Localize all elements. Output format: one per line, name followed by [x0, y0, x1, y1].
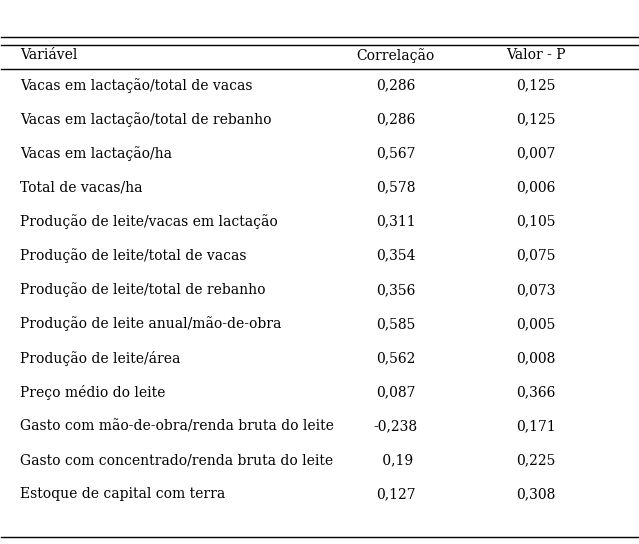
Text: 0,354: 0,354 — [376, 249, 415, 263]
Text: 0,311: 0,311 — [376, 215, 415, 228]
Text: 0,006: 0,006 — [516, 181, 555, 195]
Text: Gasto com mão-de-obra/renda bruta do leite: Gasto com mão-de-obra/renda bruta do lei… — [20, 419, 334, 433]
Text: 0,125: 0,125 — [516, 113, 555, 126]
Text: 0,127: 0,127 — [376, 487, 415, 502]
Text: 0,567: 0,567 — [376, 146, 415, 160]
Text: Produção de leite/vacas em lactação: Produção de leite/vacas em lactação — [20, 214, 278, 229]
Text: 0,19: 0,19 — [378, 453, 413, 467]
Text: 0,308: 0,308 — [516, 487, 555, 502]
Text: Preço médio do leite: Preço médio do leite — [20, 385, 166, 400]
Text: 0,105: 0,105 — [516, 215, 555, 228]
Text: 0,286: 0,286 — [376, 113, 415, 126]
Text: 0,007: 0,007 — [516, 146, 555, 160]
Text: Valor - P: Valor - P — [506, 48, 566, 62]
Text: Total de vacas/ha: Total de vacas/ha — [20, 181, 143, 195]
Text: -0,238: -0,238 — [374, 419, 418, 433]
Text: 0,585: 0,585 — [376, 317, 415, 331]
Text: Produção de leite anual/mão-de-obra: Produção de leite anual/mão-de-obra — [20, 317, 282, 331]
Text: 0,356: 0,356 — [376, 283, 415, 297]
Text: Produção de leite/total de rebanho: Produção de leite/total de rebanho — [20, 282, 266, 298]
Text: Correlação: Correlação — [357, 48, 435, 63]
Text: 0,073: 0,073 — [516, 283, 555, 297]
Text: Produção de leite/total de vacas: Produção de leite/total de vacas — [20, 248, 247, 263]
Text: 0,562: 0,562 — [376, 351, 415, 365]
Text: Gasto com concentrado/renda bruta do leite: Gasto com concentrado/renda bruta do lei… — [20, 453, 334, 467]
Text: Vacas em lactação/ha: Vacas em lactação/ha — [20, 146, 173, 161]
Text: 0,075: 0,075 — [516, 249, 555, 263]
Text: Variável: Variável — [20, 48, 78, 62]
Text: Produção de leite/área: Produção de leite/área — [20, 350, 181, 366]
Text: 0,125: 0,125 — [516, 78, 555, 92]
Text: 0,225: 0,225 — [516, 453, 555, 467]
Text: 0,286: 0,286 — [376, 78, 415, 92]
Text: Estoque de capital com terra: Estoque de capital com terra — [20, 487, 226, 502]
Text: 0,366: 0,366 — [516, 385, 555, 399]
Text: 0,578: 0,578 — [376, 181, 415, 195]
Text: 0,087: 0,087 — [376, 385, 415, 399]
Text: Vacas em lactação/total de rebanho: Vacas em lactação/total de rebanho — [20, 112, 272, 127]
Text: 0,171: 0,171 — [516, 419, 556, 433]
Text: 0,005: 0,005 — [516, 317, 555, 331]
Text: Vacas em lactação/total de vacas: Vacas em lactação/total de vacas — [20, 78, 253, 92]
Text: 0,008: 0,008 — [516, 351, 555, 365]
